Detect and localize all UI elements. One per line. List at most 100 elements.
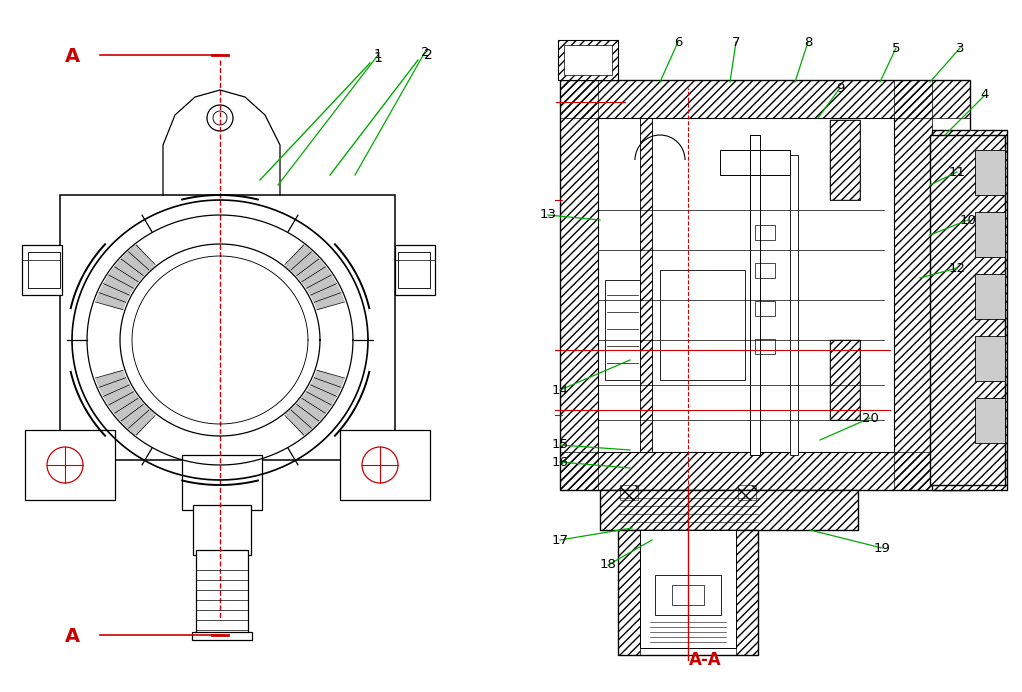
- Polygon shape: [112, 395, 138, 415]
- Polygon shape: [294, 254, 318, 276]
- Polygon shape: [103, 383, 130, 399]
- Text: 4: 4: [981, 89, 989, 102]
- Polygon shape: [108, 271, 135, 290]
- Text: 16: 16: [552, 455, 568, 468]
- Bar: [755, 301, 775, 316]
- Polygon shape: [125, 251, 148, 274]
- Polygon shape: [291, 406, 315, 429]
- Polygon shape: [104, 277, 132, 295]
- Polygon shape: [291, 251, 315, 274]
- Polygon shape: [316, 298, 344, 310]
- Polygon shape: [128, 408, 150, 431]
- Polygon shape: [128, 248, 150, 272]
- Text: 11: 11: [948, 165, 966, 179]
- Polygon shape: [299, 397, 325, 418]
- Text: 2: 2: [421, 46, 429, 59]
- Polygon shape: [309, 385, 335, 402]
- Bar: [22, 245, 62, 295]
- Polygon shape: [106, 275, 133, 292]
- Polygon shape: [314, 375, 342, 389]
- Bar: [182, 455, 262, 510]
- Bar: [558, 40, 618, 80]
- Polygon shape: [134, 412, 155, 437]
- Polygon shape: [118, 400, 142, 421]
- Polygon shape: [285, 412, 307, 437]
- Polygon shape: [306, 390, 331, 409]
- Polygon shape: [304, 268, 329, 287]
- Text: 12: 12: [948, 262, 966, 275]
- Polygon shape: [312, 284, 339, 300]
- Text: 6: 6: [673, 35, 683, 48]
- Bar: [755, 263, 775, 278]
- Polygon shape: [287, 410, 310, 434]
- Text: A: A: [64, 48, 80, 66]
- Polygon shape: [112, 265, 138, 285]
- Polygon shape: [301, 265, 327, 285]
- Polygon shape: [299, 262, 325, 282]
- Circle shape: [207, 105, 233, 131]
- Circle shape: [362, 447, 398, 483]
- Polygon shape: [123, 254, 146, 276]
- Text: 5: 5: [892, 42, 900, 55]
- Bar: [930, 135, 1005, 485]
- Bar: [618, 530, 758, 655]
- Bar: [736, 530, 758, 655]
- Bar: [655, 575, 721, 615]
- Bar: [894, 80, 932, 490]
- Bar: [192, 632, 252, 640]
- Bar: [564, 45, 612, 75]
- Text: 10: 10: [960, 214, 976, 226]
- Text: 17: 17: [552, 534, 568, 547]
- Bar: [830, 340, 860, 420]
- Bar: [193, 505, 251, 555]
- Bar: [598, 118, 894, 452]
- Bar: [394, 245, 435, 295]
- Bar: [975, 212, 1005, 257]
- Text: 2: 2: [424, 48, 432, 62]
- Text: 13: 13: [540, 208, 557, 221]
- Polygon shape: [103, 281, 130, 297]
- Polygon shape: [289, 248, 312, 272]
- Bar: [975, 336, 1005, 381]
- Polygon shape: [95, 298, 124, 310]
- Bar: [672, 585, 704, 605]
- Bar: [830, 120, 860, 200]
- Polygon shape: [313, 288, 340, 302]
- Text: 18: 18: [600, 558, 616, 572]
- Bar: [975, 398, 1005, 443]
- Bar: [60, 195, 394, 460]
- Bar: [28, 252, 60, 288]
- Bar: [830, 120, 860, 200]
- Text: 15: 15: [552, 439, 568, 451]
- Polygon shape: [98, 291, 126, 305]
- Polygon shape: [134, 244, 155, 268]
- Polygon shape: [296, 257, 320, 278]
- Polygon shape: [118, 260, 142, 280]
- Polygon shape: [296, 402, 320, 424]
- Text: 20: 20: [862, 412, 879, 424]
- Polygon shape: [95, 370, 124, 382]
- Bar: [660, 270, 745, 380]
- Polygon shape: [125, 406, 148, 429]
- Bar: [196, 550, 248, 635]
- Bar: [790, 155, 798, 455]
- Polygon shape: [110, 268, 137, 287]
- Bar: [640, 118, 652, 452]
- Bar: [930, 135, 1005, 485]
- Bar: [398, 252, 430, 288]
- Bar: [750, 135, 760, 455]
- Bar: [932, 130, 1007, 490]
- Polygon shape: [316, 370, 344, 382]
- Polygon shape: [98, 375, 126, 389]
- Text: 8: 8: [804, 35, 812, 48]
- Polygon shape: [99, 288, 128, 302]
- Text: 19: 19: [874, 542, 890, 554]
- Polygon shape: [307, 388, 333, 406]
- Polygon shape: [289, 408, 312, 431]
- Bar: [560, 80, 970, 490]
- Polygon shape: [108, 390, 135, 409]
- Polygon shape: [315, 294, 343, 308]
- Bar: [975, 150, 1005, 195]
- Polygon shape: [310, 281, 337, 297]
- Bar: [721, 150, 790, 175]
